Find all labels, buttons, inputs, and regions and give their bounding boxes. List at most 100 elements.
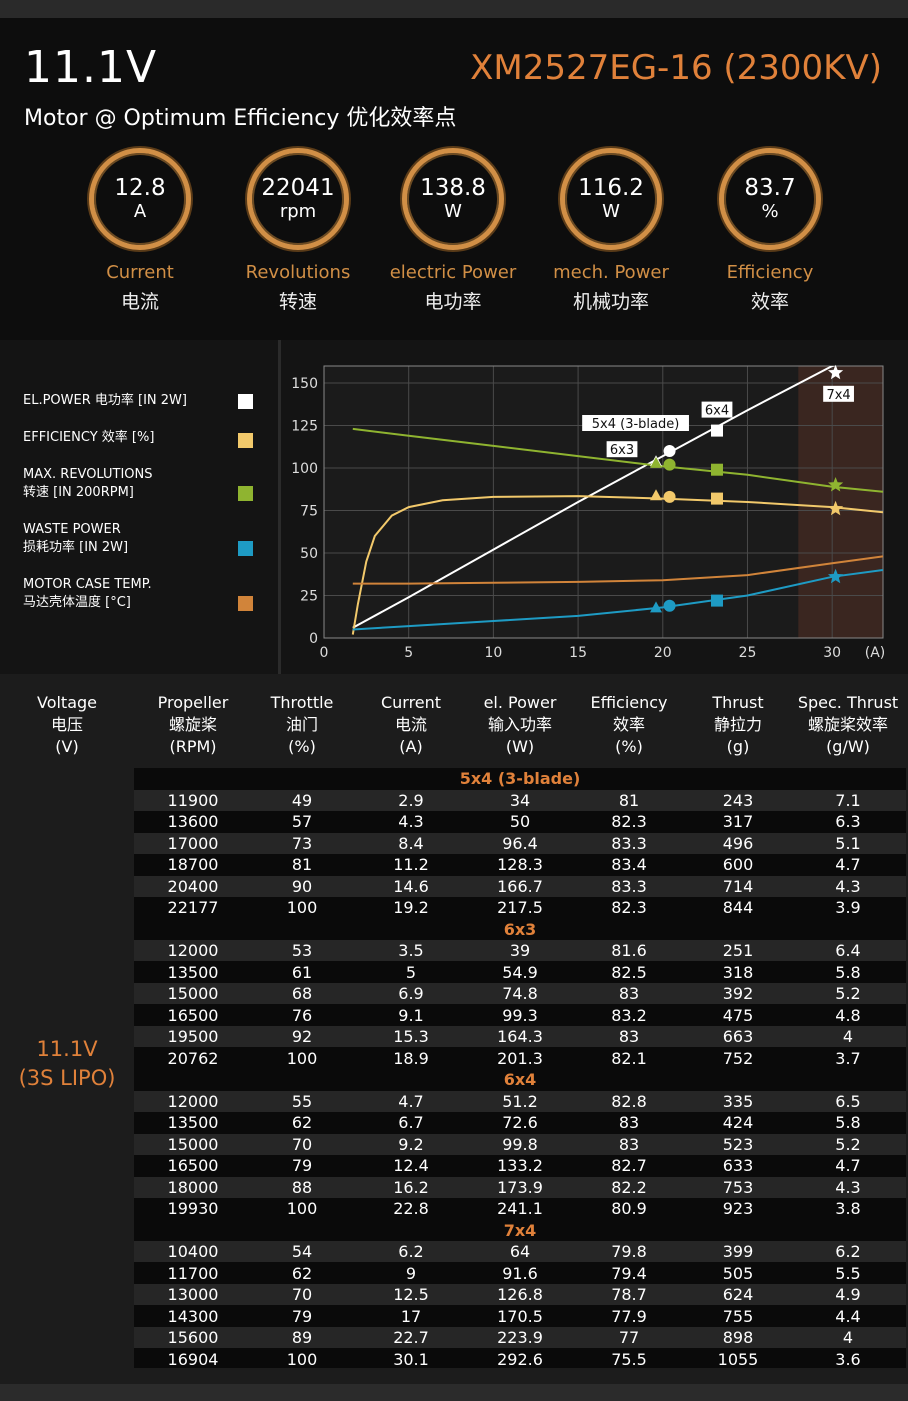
column-header-en: Current — [380, 693, 442, 712]
table-row: 15000 70 9.2 99.8 83 523 5.2 — [134, 1133, 906, 1155]
table-cell: 12000 — [167, 941, 219, 960]
y-tick-label: 25 — [300, 589, 318, 605]
point-label-box — [606, 441, 638, 458]
table-cell: 12000 — [167, 1091, 219, 1111]
table-cell: 292.6 — [497, 1349, 543, 1369]
column-header-en: Efficiency — [590, 693, 668, 712]
gauge-label-en: electric Power — [389, 262, 517, 283]
table-cell: 77.9 — [611, 1306, 647, 1326]
table-cell: 11.2 — [393, 855, 429, 874]
model-title: XM2527EG-16 (2300KV) — [470, 48, 882, 88]
table-cell: 6.5 — [835, 1091, 861, 1111]
table-row: 12000 55 4.7 51.2 82.8 335 6.5 — [134, 1090, 906, 1112]
point-label-box — [582, 415, 689, 431]
table-cell: 79 — [291, 1306, 313, 1326]
table-row: 16500 76 9.1 99.3 83.2 475 4.8 — [134, 1005, 906, 1026]
table-cell: 16500 — [167, 1005, 219, 1025]
column-header: Thrust 静拉力 (g) — [688, 692, 788, 758]
table-cell: 83.4 — [611, 855, 647, 874]
table-cell: 16904 — [167, 1349, 219, 1369]
table-cell: 126.8 — [497, 1285, 543, 1304]
table-cell: 30.1 — [393, 1349, 429, 1369]
table-cell: 9.1 — [398, 1005, 424, 1025]
legend-item-case-temp: MOTOR CASE TEMP. 马达壳体温度 [°C] — [23, 576, 152, 612]
table-cell: 496 — [722, 833, 754, 853]
x-tick-label: 25 — [739, 645, 757, 661]
column-header: Propeller 螺旋桨 (RPM) — [133, 692, 253, 758]
table-cell: 4 — [842, 1027, 854, 1046]
table-cell: 76 — [291, 1005, 313, 1025]
table-cell: 51.2 — [502, 1091, 538, 1111]
table-cell: 82.1 — [611, 1048, 647, 1068]
table-cell: 53 — [291, 941, 313, 960]
gauge-ring: 116.2 W — [560, 148, 662, 250]
table-cell: 392 — [722, 984, 754, 1003]
table-row: 13000 70 12.5 126.8 78.7 624 4.9 — [134, 1284, 906, 1305]
plot-wrap: 0 5 10 15 20 25 30 0 25 50 75 100 125 150 (A) 5x4 (3-bl… — [281, 340, 908, 674]
table-cell: 424 — [722, 1113, 754, 1132]
x-axis-label: (A) — [865, 645, 886, 661]
table-cell: 923 — [722, 1199, 754, 1218]
legend-item-revolutions: MAX. REVOLUTIONS 转速 [IN 200RPM] — [23, 466, 153, 502]
table-cell: 5 — [405, 962, 417, 982]
table-cell: 1055 — [717, 1349, 759, 1369]
series-line — [352, 555, 883, 585]
table-cell: 4.9 — [835, 1285, 861, 1304]
table-cell: 14.6 — [393, 876, 429, 896]
table-row: 13600 57 4.3 50 82.3 317 6.3 — [134, 811, 906, 832]
header-panel: 11.1V XM2527EG-16 (2300KV) Motor @ Optim… — [0, 18, 908, 340]
table-cell: 100 — [286, 1349, 318, 1369]
table-row: 13500 61 5 54.9 82.5 318 5.8 — [134, 962, 906, 983]
table-cell: 633 — [722, 1156, 754, 1175]
gauge-label-en: Current — [106, 262, 174, 283]
table-cell: 22177 — [167, 898, 219, 917]
table-cell: 81 — [291, 855, 313, 874]
table-cell: 11900 — [167, 790, 219, 810]
gauge-unit: rpm — [279, 201, 317, 222]
table-cell: 523 — [722, 1134, 754, 1154]
bottom-strip — [0, 1384, 908, 1401]
gauge-unit: W — [602, 201, 620, 222]
table-cell: 217.5 — [497, 898, 543, 917]
propeller-group-title: 5x4 (3-blade) — [459, 769, 581, 788]
table-cell: 82.8 — [611, 1091, 647, 1111]
table-cell: 4.7 — [398, 1091, 424, 1111]
table-cell: 251 — [722, 941, 754, 960]
gauge-value: 116.2 — [578, 175, 644, 201]
data-point — [828, 477, 844, 492]
point-label: 5x4 (3-blade) — [592, 417, 680, 432]
table-cell: 70 — [291, 1134, 313, 1154]
table-cell: 75.5 — [611, 1349, 647, 1369]
column-header-unit: (V) — [55, 737, 79, 756]
gauge-current: 12.8 A Current 电流 — [65, 148, 215, 314]
table-cell: 83.3 — [611, 833, 647, 853]
table-cell: 34 — [509, 790, 531, 810]
series-line — [352, 366, 837, 629]
gauge-value: 22041 — [261, 175, 335, 201]
propeller-group-title: 6x3 — [503, 919, 537, 939]
column-header-en: el. Power — [483, 693, 557, 712]
column-header-zh: 电压 — [50, 715, 83, 734]
legend-swatch-revolutions — [238, 486, 253, 501]
propeller-group-title: 6x4 — [503, 1070, 537, 1089]
table-cell: 5.5 — [835, 1263, 861, 1283]
table-row: 19930 100 22.8 241.1 80.9 923 3.8 — [134, 1198, 906, 1219]
table-cell: 8.4 — [398, 833, 424, 853]
gauge-mech-power: 116.2 W mech. Power 机械功率 — [536, 148, 686, 314]
gauge-label-zh: 效率 — [750, 291, 789, 313]
table-cell: 317 — [722, 812, 754, 831]
table-row: 16904 100 30.1 292.6 75.5 1055 3.6 — [134, 1349, 906, 1370]
table-cell: 13500 — [167, 1113, 219, 1132]
voltage-cell-value: 11.1V — [36, 1037, 98, 1061]
table-cell: 18000 — [167, 1177, 219, 1197]
gauge-ring: 22041 rpm — [247, 148, 349, 250]
legend-item-el-power: EL.POWER 电功率 [IN 2W] — [23, 392, 187, 410]
data-point — [663, 445, 676, 457]
table-cell: 18.9 — [393, 1048, 429, 1068]
legend-label-zh: 损耗功率 [IN 2W] — [23, 540, 129, 555]
table-cell: 82.3 — [611, 898, 647, 917]
table-cell: 72.6 — [502, 1113, 538, 1132]
table-cell: 714 — [722, 876, 754, 896]
table-cell: 3.9 — [835, 898, 861, 917]
y-tick-label: 75 — [300, 504, 318, 520]
